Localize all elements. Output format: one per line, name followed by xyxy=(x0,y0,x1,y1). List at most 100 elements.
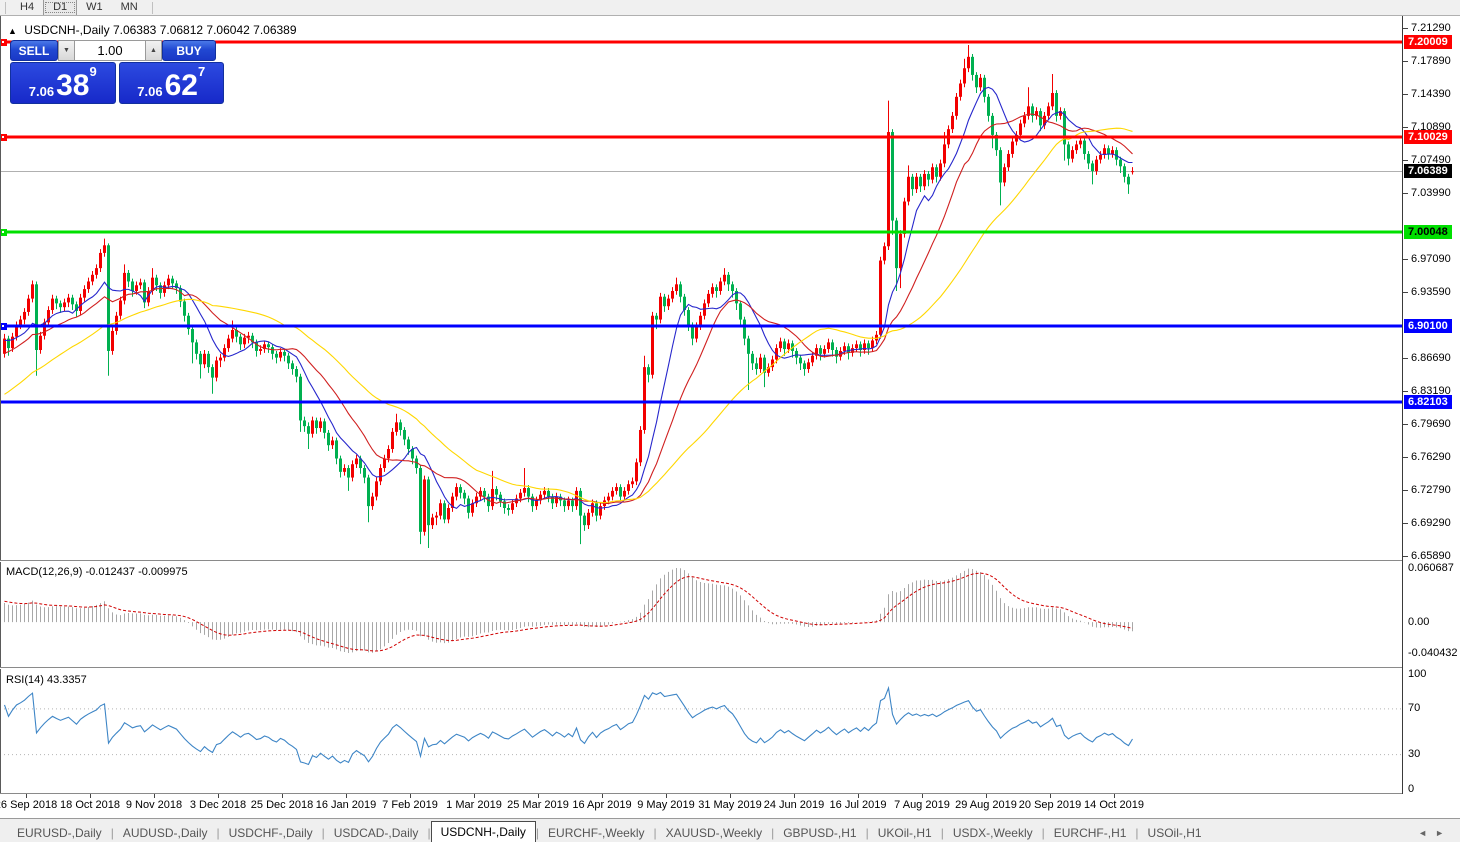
date-axis-label: 16 Jan 2019 xyxy=(315,799,377,811)
chart-tab-audusd-daily[interactable]: AUDUSD-,Daily xyxy=(122,826,208,840)
rsi-axis-0: 0 xyxy=(1408,782,1415,795)
chart-title: ▲ USDCNH-,Daily 7.06383 7.06812 7.06042 … xyxy=(8,23,297,37)
chart-tab-usdx-weekly[interactable]: USDX-,Weekly xyxy=(952,826,1033,840)
tick-dash xyxy=(1403,357,1408,359)
collapse-panel-arrow-icon[interactable]: ▲ xyxy=(8,26,17,36)
one-click-trading-panel: SELL ▼ ▲ BUY 7.06 38 9 7.06 62 7 xyxy=(10,40,224,104)
toolbar-separator xyxy=(151,1,153,14)
tab-separator: | xyxy=(110,826,114,840)
date-axis-label: 9 May 2019 xyxy=(637,799,695,811)
ohlc-close: 7.06389 xyxy=(253,23,297,37)
tab-separator: | xyxy=(427,826,431,840)
date-axis-tick xyxy=(986,794,987,798)
date-axis-label: 24 Jun 2019 xyxy=(763,799,825,811)
rsi-pane-canvas[interactable] xyxy=(0,669,1402,793)
date-axis-label: 7 Feb 2019 xyxy=(382,799,438,811)
price-axis-tick: 7.14390 xyxy=(1403,88,1451,100)
chart-tab-usdcnh-daily[interactable]: USDCNH-,Daily xyxy=(430,821,536,842)
price-level-badge: 7.10029 xyxy=(1404,129,1452,144)
tick-dash xyxy=(1403,489,1408,491)
tab-scroll-left-icon[interactable]: ◄ xyxy=(1418,828,1436,838)
price-axis-tick: 6.86690 xyxy=(1403,352,1451,364)
pane-separator[interactable] xyxy=(0,667,1460,669)
chart-tab-eurusd-daily[interactable]: EURUSD-,Daily xyxy=(17,826,102,840)
date-axis-tick xyxy=(666,794,667,798)
tick-dash xyxy=(1403,390,1408,392)
price-scale[interactable]: 7.21290 7.17890 7.14390 7.10890 7.07490 7.039… xyxy=(1402,16,1460,794)
tab-separator: | xyxy=(216,826,220,840)
chart-symbol-label: USDCNH-,Daily xyxy=(24,23,110,37)
price-level-badge: 6.90100 xyxy=(1404,319,1452,334)
tick-dash xyxy=(1403,424,1408,426)
timeframe-button-mn[interactable]: MN xyxy=(120,1,138,13)
ohlc-low: 7.06042 xyxy=(206,23,250,37)
chart-tab-eurchf-weekly[interactable]: EURCHF-,Weekly xyxy=(548,826,645,840)
tick-dash xyxy=(1403,291,1408,293)
timeframe-button-d1[interactable]: D1 xyxy=(43,0,78,15)
chart-tab-gbpusd-h1[interactable]: GBPUSD-,H1 xyxy=(783,826,857,840)
tab-separator: | xyxy=(535,826,540,840)
toolbar-separator xyxy=(5,1,6,14)
date-axis-tick xyxy=(474,794,475,798)
date-axis-tick xyxy=(218,794,219,798)
timeframe-button-w1[interactable]: W1 xyxy=(86,1,103,13)
chevron-up-icon: ▲ xyxy=(150,47,157,54)
date-axis-label: 9 Nov 2018 xyxy=(125,799,183,811)
chart-tab-xauusd-weekly[interactable]: XAUUSD-,Weekly xyxy=(665,826,763,840)
price-axis-tick: 6.72790 xyxy=(1403,484,1451,496)
chart-left-border xyxy=(0,16,1,794)
buy-price-big: 62 xyxy=(164,69,198,102)
pane-separator xyxy=(0,793,1460,794)
date-axis-label: 16 Jul 2019 xyxy=(829,799,887,811)
tick-dash xyxy=(1403,28,1408,30)
sell-price-pipette: 9 xyxy=(89,64,97,79)
date-axis-tick xyxy=(346,794,347,798)
pane-separator[interactable] xyxy=(0,560,1460,562)
sell-price-prefix: 7.06 xyxy=(28,84,55,99)
rsi-indicator-label: RSI(14) 43.3357 xyxy=(6,674,87,686)
volume-increase-button[interactable]: ▲ xyxy=(145,40,162,61)
macd-axis-max: 0.060687 xyxy=(1408,562,1454,574)
volume-decrease-button[interactable]: ▼ xyxy=(58,40,75,61)
chart-tab-ukoil-h1[interactable]: UKOil-,H1 xyxy=(877,826,932,840)
price-axis-tick: 7.07490 xyxy=(1403,154,1451,166)
rsi-axis-100: 100 xyxy=(1408,668,1427,680)
date-axis-label: 29 Aug 2019 xyxy=(955,799,1017,811)
tick-dash xyxy=(1403,127,1408,129)
timeframe-button-h4[interactable]: H4 xyxy=(20,1,35,13)
price-axis-tick: 6.65890 xyxy=(1403,550,1451,562)
macd-indicator-label: MACD(12,26,9) -0.012437 -0.009975 xyxy=(6,566,188,578)
sell-price-display[interactable]: 7.06 38 9 xyxy=(10,62,116,104)
date-axis-label: 1 Mar 2019 xyxy=(446,799,502,811)
price-axis-tick: 6.79690 xyxy=(1403,418,1451,430)
tick-dash xyxy=(1403,258,1408,260)
buy-button[interactable]: BUY xyxy=(162,40,216,61)
chart-tab-usoil-h1[interactable]: USOil-,H1 xyxy=(1147,826,1202,840)
price-level-badge: 7.20009 xyxy=(1404,34,1452,49)
chart-tab-usdcad-daily[interactable]: USDCAD-,Daily xyxy=(333,826,419,840)
sell-button[interactable]: SELL xyxy=(10,40,58,61)
buy-price-display[interactable]: 7.06 62 7 xyxy=(118,62,224,104)
ohlc-high: 7.06812 xyxy=(159,23,204,37)
tick-dash xyxy=(1403,94,1408,95)
price-axis-tick: 7.17890 xyxy=(1403,55,1451,67)
chart-tab-usdchf-daily[interactable]: USDCHF-,Daily xyxy=(228,826,313,840)
chart-tab-bar: EURUSD-,Daily | AUDUSD-,Daily | USDCHF-,Dail… xyxy=(0,818,1460,842)
date-axis-label: 31 May 2019 xyxy=(698,799,762,811)
chart-tab-eurchf-h1[interactable]: EURCHF-,H1 xyxy=(1053,826,1127,840)
tick-dash xyxy=(1403,159,1408,161)
price-chart-canvas[interactable] xyxy=(0,16,1402,560)
tab-scroll-right-icon[interactable]: ► xyxy=(1435,828,1452,838)
date-axis-tick xyxy=(154,794,155,798)
price-level-badge: 7.06389 xyxy=(1404,164,1452,179)
tick-dash xyxy=(1403,192,1408,194)
volume-input[interactable] xyxy=(75,40,145,61)
date-axis-label: 25 Mar 2019 xyxy=(507,799,569,811)
date-axis-label: 3 Dec 2018 xyxy=(189,799,247,811)
tab-separator: | xyxy=(321,826,325,840)
macd-pane-canvas[interactable] xyxy=(0,562,1402,667)
date-axis-label: 16 Apr 2019 xyxy=(572,799,632,811)
date-axis[interactable]: 26 Sep 2018 18 Oct 2018 9 Nov 2018 3 Dec 20… xyxy=(0,794,1402,818)
chart-window: ▲ USDCNH-,Daily 7.06383 7.06812 7.06042 … xyxy=(0,16,1460,842)
sell-price-big: 38 xyxy=(56,69,90,102)
